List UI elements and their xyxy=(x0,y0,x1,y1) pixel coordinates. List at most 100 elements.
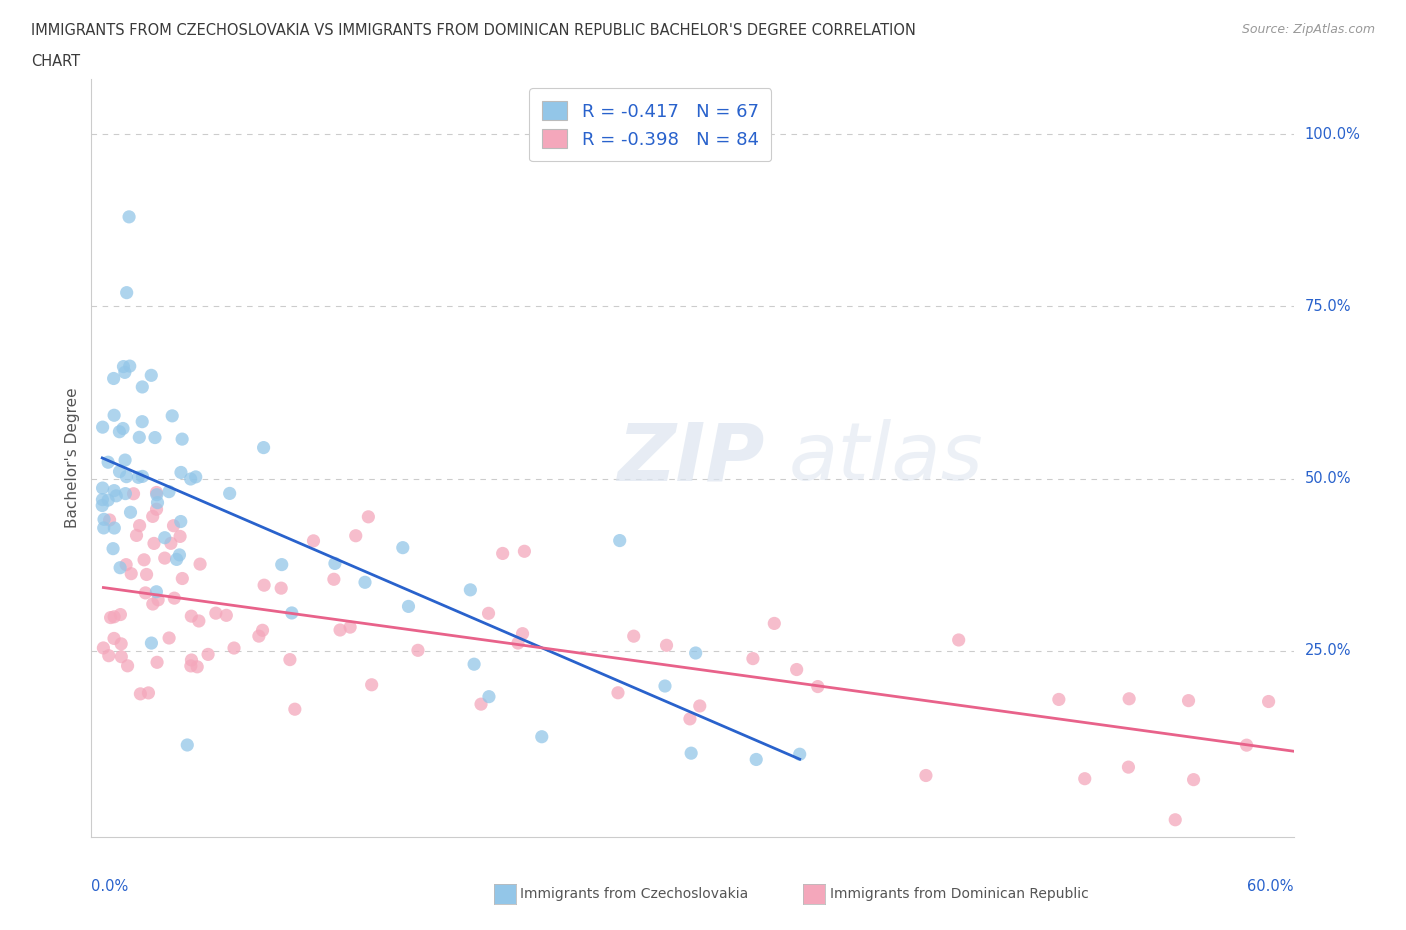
Point xyxy=(103,521,125,536)
Point xyxy=(218,486,240,501)
Text: 60.0%: 60.0% xyxy=(1247,879,1294,894)
Point xyxy=(685,645,707,660)
Point xyxy=(101,541,124,556)
Point xyxy=(763,616,786,631)
Point xyxy=(807,679,830,694)
Point xyxy=(1164,812,1187,827)
Point xyxy=(1047,692,1070,707)
Point xyxy=(679,711,702,726)
Point xyxy=(247,629,270,644)
Point xyxy=(143,536,166,551)
Point xyxy=(284,702,307,717)
Text: atlas: atlas xyxy=(789,419,983,497)
Point xyxy=(115,286,138,300)
Point xyxy=(108,560,131,575)
Point xyxy=(141,635,163,650)
Point xyxy=(689,698,711,713)
Point xyxy=(135,567,157,582)
Point xyxy=(170,465,193,480)
Point xyxy=(180,658,202,673)
Point xyxy=(118,209,141,224)
Text: 100.0%: 100.0% xyxy=(1305,126,1361,141)
Point xyxy=(354,575,377,590)
Point xyxy=(145,485,167,500)
Point xyxy=(1257,694,1279,709)
Point xyxy=(93,512,115,526)
Point xyxy=(160,536,183,551)
Point xyxy=(103,371,125,386)
Point xyxy=(143,430,166,445)
Point xyxy=(97,493,120,508)
Text: Immigrants from Czechoslovakia: Immigrants from Czechoslovakia xyxy=(520,886,748,901)
Point xyxy=(115,557,138,572)
Point xyxy=(91,498,114,513)
Text: IMMIGRANTS FROM CZECHOSLOVAKIA VS IMMIGRANTS FROM DOMINICAN REPUBLIC BACHELOR'S : IMMIGRANTS FROM CZECHOSLOVAKIA VS IMMIGR… xyxy=(31,23,915,38)
Point xyxy=(222,641,245,656)
Point xyxy=(122,486,145,501)
Point xyxy=(114,365,136,379)
Point xyxy=(270,580,292,595)
Point xyxy=(357,510,380,525)
Point xyxy=(153,551,176,565)
Text: 75.0%: 75.0% xyxy=(1305,299,1351,314)
Point xyxy=(281,605,304,620)
Point xyxy=(142,509,165,524)
Point xyxy=(184,470,207,485)
Point xyxy=(607,685,630,700)
Point xyxy=(170,514,193,529)
Point xyxy=(118,359,141,374)
Point xyxy=(138,685,160,700)
Point xyxy=(478,689,501,704)
Point xyxy=(117,658,139,673)
Point xyxy=(323,556,346,571)
Point xyxy=(91,481,114,496)
Point xyxy=(180,472,202,486)
Point xyxy=(97,455,120,470)
Point xyxy=(100,610,122,625)
Point xyxy=(197,647,219,662)
Text: 0.0%: 0.0% xyxy=(91,879,128,894)
Point xyxy=(278,652,301,667)
Point xyxy=(176,737,198,752)
Point xyxy=(128,518,150,533)
Text: ZIP: ZIP xyxy=(617,419,765,497)
Point xyxy=(215,608,238,623)
Point xyxy=(128,430,150,445)
Point xyxy=(162,518,184,533)
Point xyxy=(131,414,153,429)
Point xyxy=(132,552,155,567)
Point xyxy=(302,534,325,549)
Point xyxy=(131,469,153,484)
Text: Source: ZipAtlas.com: Source: ZipAtlas.com xyxy=(1241,23,1375,36)
Point xyxy=(186,659,208,674)
Point xyxy=(169,548,191,563)
Point xyxy=(160,408,183,423)
Point xyxy=(146,495,169,510)
Point xyxy=(180,609,202,624)
Point xyxy=(745,752,768,767)
Point xyxy=(163,591,186,605)
Point xyxy=(172,571,194,586)
Point xyxy=(114,486,136,501)
Point xyxy=(1118,760,1140,775)
Point xyxy=(91,419,114,434)
Point xyxy=(252,440,274,455)
Point xyxy=(93,641,115,656)
Point xyxy=(125,528,148,543)
Point xyxy=(103,408,125,423)
Point xyxy=(655,638,678,653)
Point xyxy=(915,768,938,783)
Point xyxy=(398,599,420,614)
Point xyxy=(654,679,676,694)
Point xyxy=(786,662,808,677)
Point xyxy=(146,655,169,670)
Point xyxy=(120,566,142,581)
Point xyxy=(157,631,180,645)
Text: 50.0%: 50.0% xyxy=(1305,472,1351,486)
Point xyxy=(93,521,115,536)
Point xyxy=(103,609,125,624)
Point xyxy=(108,464,131,479)
Point xyxy=(1236,737,1258,752)
Point xyxy=(252,623,274,638)
Point xyxy=(344,528,367,543)
